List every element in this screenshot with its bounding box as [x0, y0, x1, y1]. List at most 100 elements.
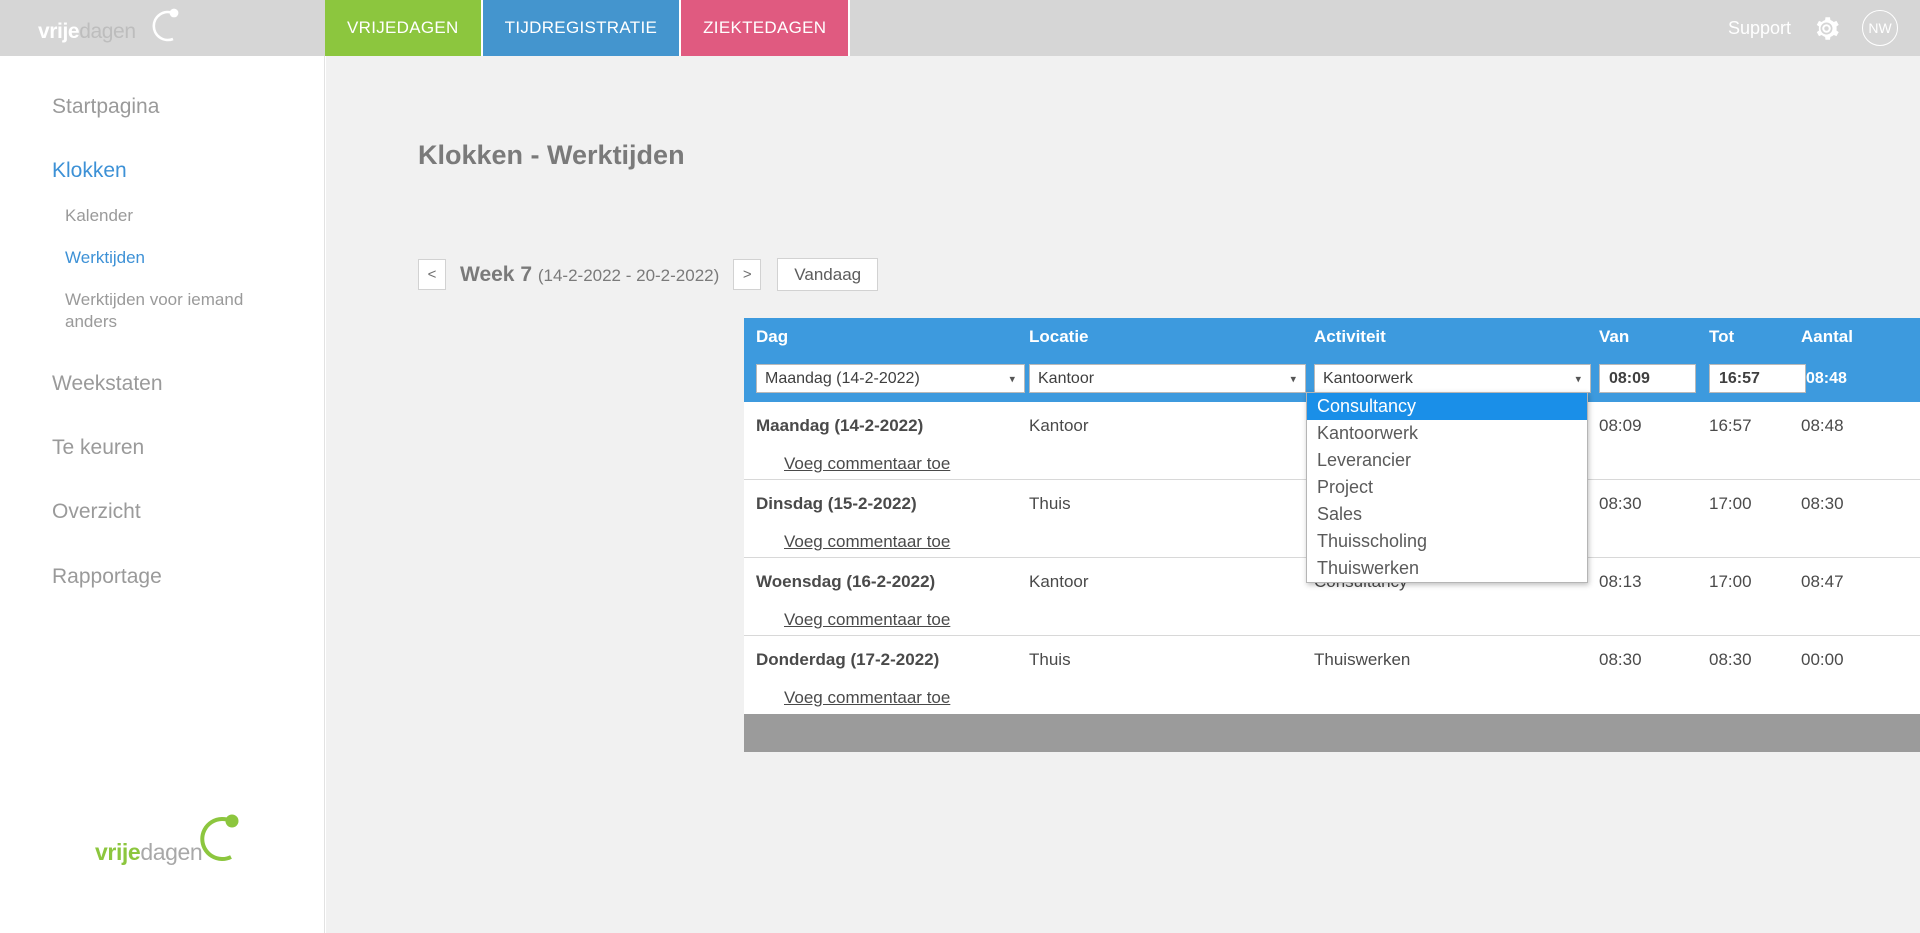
tab-vrijedagen[interactable]: VRIJEDAGEN: [325, 0, 483, 56]
column-header-locatie: Locatie: [1029, 326, 1089, 346]
chevron-down-icon: ▾: [1009, 373, 1015, 385]
sidebar-subitem-werktijden-ander[interactable]: Werktijden voor iemand anders: [65, 289, 244, 331]
row-day-cell: Woensdag (16-2-2022) Voeg commentaar toe: [744, 572, 1029, 635]
avatar[interactable]: NW: [1862, 10, 1898, 46]
to-time-input[interactable]: 16:57: [1709, 364, 1806, 393]
row-day-label: Dinsdag (15-2-2022): [756, 494, 917, 513]
column-header-activiteit: Activiteit: [1314, 326, 1386, 346]
row-day-label: Maandag (14-2-2022): [756, 416, 924, 435]
page-title: Klokken - Werktijden: [418, 140, 685, 170]
add-comment-link[interactable]: Voeg commentaar toe: [784, 688, 951, 707]
row-to: 16:57: [1709, 416, 1752, 435]
new-entry-row: Maandag (14-2-2022) ▾ Kantoor ▾ Kantoorw…: [744, 355, 1920, 583]
sidebar-item-rapportage[interactable]: Rapportage: [52, 564, 162, 588]
logo-arc-icon: [152, 8, 179, 42]
week-date-range: (14-2-2022 - 20-2-2022): [537, 265, 720, 285]
row-amount: 08:30: [1801, 494, 1844, 513]
footer-logo-arc-icon: [200, 814, 239, 861]
footer-logo-light: dagen: [140, 839, 203, 865]
logo-text-bold: vrije: [38, 20, 80, 43]
sidebar: Startpagina Klokken Kalender Werktijden …: [0, 56, 325, 933]
column-header-dag: Dag: [756, 326, 789, 346]
row-to: 08:30: [1709, 650, 1752, 669]
dropdown-option-thuisscholing[interactable]: Thuisscholing: [1317, 531, 1428, 551]
support-link[interactable]: Support: [1727, 17, 1791, 38]
row-day-label: Donderdag (17-2-2022): [756, 650, 940, 669]
row-amount: 00:00: [1801, 650, 1844, 669]
row-from: 08:09: [1599, 416, 1642, 435]
activity-dropdown-list[interactable]: Consultancy Kantoorwerk Leverancier Proj…: [1306, 392, 1588, 583]
row-amount: 08:47: [1801, 572, 1844, 591]
from-input-cell: 08:09: [1599, 364, 1709, 393]
sidebar-subitem-werktijden[interactable]: Werktijden: [65, 247, 145, 267]
activity-select-cell: Kantoorwerk ▾: [1314, 364, 1599, 393]
row-day-cell: Donderdag (17-2-2022) Voeg commentaar to…: [744, 650, 1029, 714]
table-row: Donderdag (17-2-2022) Voeg commentaar to…: [744, 636, 1920, 714]
sidebar-item-te-keuren[interactable]: Te keuren: [52, 436, 145, 460]
tab-ziektedagen[interactable]: ZIEKTEDAGEN: [681, 0, 851, 56]
row-amount: 08:48: [1801, 416, 1844, 435]
row-to: 17:00: [1709, 494, 1752, 513]
column-header-aantal: Aantal: [1801, 326, 1853, 346]
day-select[interactable]: Maandag (14-2-2022) ▾: [756, 364, 1025, 393]
column-header-tot: Tot: [1709, 326, 1735, 346]
today-button[interactable]: Vandaag: [777, 258, 879, 291]
add-comment-link[interactable]: Voeg commentaar toe: [784, 610, 951, 629]
activity-select-value: Kantoorwerk: [1323, 369, 1413, 387]
week-number: Week 7: [460, 262, 532, 286]
logo-text: vrijedagen: [38, 20, 136, 44]
row-location: Thuis: [1029, 650, 1071, 669]
top-bar: vrijedagen VRIJEDAGEN TIJDREGISTRATIE ZI…: [0, 0, 1920, 78]
week-label: Week 7 (14-2-2022 - 20-2-2022): [446, 263, 733, 287]
sidebar-item-startpagina[interactable]: Startpagina: [52, 95, 160, 118]
row-to: 17:00: [1709, 572, 1752, 591]
row-location: Thuis: [1029, 494, 1071, 513]
add-comment-link[interactable]: Voeg commentaar toe: [784, 532, 951, 551]
location-select[interactable]: Kantoor ▾: [1029, 364, 1306, 393]
dropdown-option-project[interactable]: Project: [1317, 477, 1374, 497]
row-from: 08:13: [1599, 572, 1642, 591]
sidebar-item-klokken[interactable]: Klokken: [52, 159, 127, 183]
row-location: Kantoor: [1029, 416, 1089, 435]
prev-week-button[interactable]: <: [418, 259, 446, 290]
from-time-input[interactable]: 08:09: [1599, 364, 1696, 393]
row-location: Kantoor: [1029, 572, 1089, 591]
top-bar-right: Support NW: [1728, 0, 1920, 56]
app-logo[interactable]: vrijedagen: [0, 0, 325, 56]
column-header-van: Van: [1599, 326, 1630, 346]
dropdown-option-thuiswerken[interactable]: Thuiswerken: [1317, 558, 1420, 578]
logo-text-light: dagen: [79, 20, 136, 43]
sidebar-subitem-kalender[interactable]: Kalender: [65, 205, 134, 225]
location-select-value: Kantoor: [1038, 369, 1095, 387]
row-from: 08:30: [1599, 650, 1642, 669]
dropdown-option-sales[interactable]: Sales: [1317, 504, 1363, 524]
main-tabs: VRIJEDAGEN TIJDREGISTRATIE ZIEKTEDAGEN: [325, 0, 851, 56]
day-select-cell: Maandag (14-2-2022) ▾: [744, 364, 1029, 393]
sidebar-item-overzicht[interactable]: Overzicht: [52, 500, 141, 524]
to-input-cell: 16:57: [1709, 364, 1806, 393]
sidebar-item-weekstaten[interactable]: Weekstaten: [52, 371, 163, 395]
dropdown-option-leverancier[interactable]: Leverancier: [1317, 450, 1412, 470]
dropdown-option-kantoorwerk[interactable]: Kantoorwerk: [1317, 423, 1419, 443]
row-day-cell: Maandag (14-2-2022) Voeg commentaar toe: [744, 416, 1029, 479]
amount-value: 08:48: [1806, 369, 1847, 387]
location-select-cell: Kantoor ▾: [1029, 364, 1314, 393]
activity-select[interactable]: Kantoorwerk ▾: [1314, 364, 1591, 393]
table-footer-total: Totaal 26:05 Weekstaat: [744, 714, 1920, 752]
row-day-cell: Dinsdag (15-2-2022) Voeg commentaar toe: [744, 494, 1029, 557]
chevron-down-icon: ▾: [1575, 373, 1581, 385]
day-select-value: Maandag (14-2-2022): [765, 369, 920, 387]
footer-logo-text: vrijedagen: [95, 839, 203, 866]
dropdown-option-consultancy[interactable]: Consultancy: [1307, 393, 1587, 420]
table-header-row: Dag Locatie Activiteit Van Tot Aantal: [744, 318, 1920, 355]
add-comment-link[interactable]: Voeg commentaar toe: [784, 454, 951, 473]
row-from: 08:30: [1599, 494, 1642, 513]
sidebar-footer-logo: vrijedagen: [95, 808, 245, 878]
gear-icon[interactable]: [1813, 15, 1840, 42]
main-content: Klokken - Werktijden < Week 7 (14-2-2022…: [326, 56, 1920, 933]
next-week-button[interactable]: >: [733, 259, 762, 290]
week-navigation: < Week 7 (14-2-2022 - 20-2-2022) > Vanda…: [418, 258, 879, 291]
tab-tijdregistratie[interactable]: TIJDREGISTRATIE: [482, 0, 682, 56]
worktimes-table: Dag Locatie Activiteit Van Tot Aantal Ma…: [744, 318, 1920, 752]
chevron-down-icon: ▾: [1290, 373, 1296, 385]
